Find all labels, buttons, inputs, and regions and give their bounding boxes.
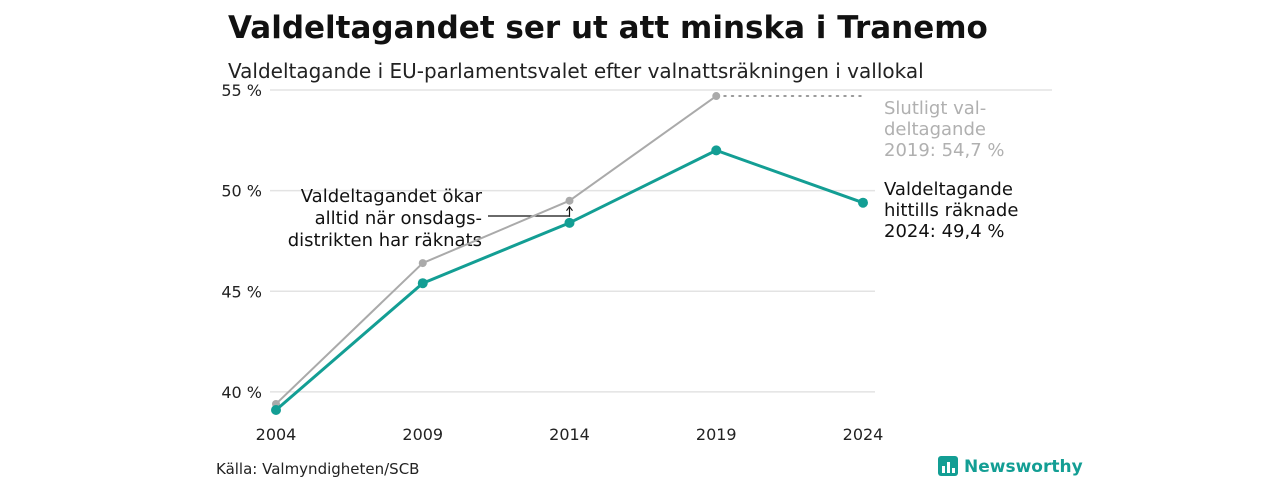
annotation-counted: Valdeltagande hittills räknade 2024: 49,4 … (884, 179, 1018, 242)
y-tick-label: 45 % (221, 282, 262, 301)
x-tick-label: 2004 (256, 425, 297, 444)
brand-logo: Newsworthy (938, 456, 1083, 477)
y-axis-ticks: 40 % 45 % 50 % 55 % (221, 81, 262, 402)
data-point-counted (417, 278, 428, 289)
data-point-counted (271, 404, 281, 415)
annotation-arrowhead (566, 205, 573, 212)
x-tick-label: 2009 (402, 425, 443, 444)
annotations: Valdeltagandet ökar alltid när onsdags-di… (288, 95, 1018, 251)
y-tick-label: 40 % (221, 383, 262, 402)
x-tick-label: 2024 (843, 425, 884, 444)
data-point-counted (564, 217, 575, 228)
data-point-final (712, 92, 721, 101)
x-tick-label: 2019 (696, 425, 737, 444)
source-note: Källa: Valmyndigheten/SCB (216, 460, 419, 478)
y-tick-label: 50 % (221, 182, 262, 201)
series-line-final (275, 95, 717, 405)
chart-subtitle: Valdeltagande i EU-parlamentsvalet efter… (228, 59, 924, 83)
data-point-final (418, 259, 427, 268)
grid-lines (270, 89, 1052, 393)
data-point-final (565, 196, 574, 205)
chart-title: Valdeltagandet ser ut att minska i Trane… (228, 10, 988, 46)
x-axis-ticks: 2004 2009 2014 2019 2024 (256, 425, 884, 444)
x-tick-label: 2014 (549, 425, 590, 444)
data-point-counted (711, 145, 722, 156)
brand-name: Newsworthy (964, 457, 1083, 477)
series-lines (271, 92, 868, 415)
data-point-counted (858, 197, 868, 208)
annotation-left: Valdeltagandet ökar alltid när onsdags-di… (288, 186, 483, 251)
y-tick-label: 55 % (221, 81, 262, 100)
newsworthy-logo-icon (938, 456, 958, 476)
annotation-final: Slutligt val-deltagande 2019: 54,7 % (884, 98, 1005, 161)
